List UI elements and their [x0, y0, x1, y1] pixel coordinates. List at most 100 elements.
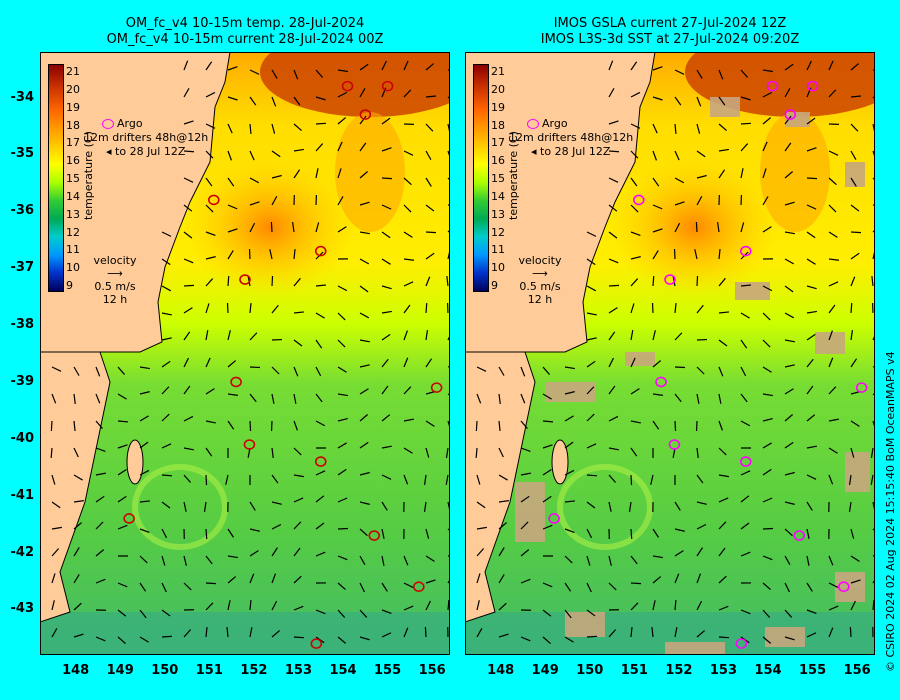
right-map-panel[interactable]	[465, 52, 875, 655]
longitude-tick-label: 151	[195, 663, 223, 678]
current-vector-arrow	[740, 393, 748, 403]
current-vector-arrow	[359, 555, 366, 566]
argo-float-marker[interactable]	[548, 513, 560, 524]
current-vector-arrow	[51, 627, 58, 638]
left-map-panel[interactable]	[40, 52, 450, 655]
current-vector-arrow	[718, 575, 727, 584]
argo-float-marker[interactable]	[655, 376, 667, 388]
current-vector-arrow	[271, 195, 278, 206]
left-title-line2: OM_fc_v4 10-15m current 28-Jul-2024 00Z	[106, 32, 384, 47]
current-vector-arrow	[828, 555, 834, 566]
argo-float-marker[interactable]	[368, 530, 381, 541]
argo-float-marker[interactable]	[239, 274, 251, 285]
argo-float-marker[interactable]	[739, 245, 752, 257]
current-vector-arrow	[381, 414, 391, 422]
current-vector-arrow	[520, 447, 531, 453]
argo-float-marker[interactable]	[430, 382, 443, 393]
argo-float-marker[interactable]	[314, 456, 327, 467]
current-vector-arrow	[359, 636, 370, 641]
argo-float-marker[interactable]	[793, 530, 806, 541]
current-vector-arrow	[183, 120, 194, 125]
argo-float-marker[interactable]	[664, 274, 676, 285]
current-vector-arrow	[337, 442, 347, 449]
current-vector-arrow	[740, 420, 751, 427]
current-vector-arrow	[381, 385, 389, 395]
current-vector-arrow	[520, 420, 528, 430]
argo-float-marker[interactable]	[381, 80, 394, 92]
argo-float-marker[interactable]	[784, 109, 797, 120]
current-vector-arrow	[674, 573, 680, 584]
current-vector-arrow	[608, 204, 618, 212]
current-vector-arrow	[850, 579, 861, 584]
colorbar-tick-label: 15	[491, 172, 505, 185]
longitude-tick-label: 156	[843, 663, 871, 678]
legend-left: Argo 12m drifters 48h@12h ◂ to 28 Jul 12…	[84, 117, 209, 158]
current-vector-arrow	[848, 474, 852, 485]
argo-float-marker[interactable]	[310, 638, 323, 649]
argo-float-marker[interactable]	[230, 376, 242, 388]
argo-float-marker[interactable]	[806, 80, 819, 92]
current-vector-arrow	[652, 250, 659, 260]
colorbar-tick-label: 13	[491, 207, 505, 221]
current-vector-arrow	[315, 96, 326, 101]
current-vector-arrow	[784, 285, 794, 293]
left-title-line1: OM_fc_v4 10-15m temp. 28-Jul-2024	[125, 16, 365, 31]
current-vector-arrow	[73, 447, 79, 458]
current-vector-arrow	[850, 252, 860, 260]
argo-float-marker[interactable]	[359, 109, 372, 120]
current-vector-arrow	[95, 366, 101, 377]
current-vector-arrow	[630, 474, 633, 486]
argo-float-marker[interactable]	[668, 439, 681, 450]
current-vector-arrow	[784, 63, 794, 71]
current-vector-arrow	[784, 364, 795, 368]
current-vector-arrow	[337, 582, 346, 591]
argo-float-marker[interactable]	[633, 194, 645, 206]
current-vector-arrow	[315, 470, 326, 476]
legend-drifters-prefix: 12m	[509, 131, 534, 144]
current-vector-arrow	[161, 635, 173, 638]
current-vector-arrow	[249, 302, 252, 314]
current-vector-arrow	[403, 627, 409, 638]
current-vector-arrow	[586, 609, 596, 617]
current-vector-arrow	[315, 366, 322, 377]
current-vector-arrow	[205, 528, 208, 540]
current-vector-arrow	[674, 177, 685, 184]
current-vector-arrow	[828, 627, 834, 638]
current-vector-arrow	[271, 393, 275, 404]
argo-float-marker[interactable]	[314, 245, 327, 257]
current-vector-arrow	[95, 447, 106, 453]
current-vector-arrow	[139, 415, 149, 422]
argo-float-marker[interactable]	[735, 638, 748, 649]
current-vector-arrow	[205, 231, 216, 237]
current-vector-arrow	[850, 555, 860, 562]
current-vector-arrow	[249, 96, 257, 106]
current-vector-arrow	[249, 123, 252, 135]
current-vector-arrow	[51, 526, 62, 530]
argo-float-marker[interactable]	[838, 581, 850, 593]
argo-float-marker[interactable]	[855, 382, 868, 393]
land-island	[551, 439, 569, 485]
current-vector-arrow	[696, 630, 706, 638]
current-vector-arrow	[381, 87, 387, 98]
current-vector-arrow	[117, 495, 127, 503]
current-vector-arrow	[403, 474, 409, 485]
current-vector-arrow	[850, 95, 862, 98]
warm-current-top	[260, 52, 450, 117]
colorbar-tick-label: 19	[66, 100, 80, 114]
current-vector-arrow	[403, 386, 412, 395]
current-vector-arrow	[95, 636, 106, 642]
argo-float-marker[interactable]	[766, 80, 779, 92]
current-vector-arrow	[586, 360, 596, 368]
current-vector-arrow	[205, 626, 208, 638]
current-vector-arrow	[674, 96, 682, 106]
current-vector-arrow	[520, 393, 526, 404]
current-vector-arrow	[806, 358, 814, 368]
argo-float-marker[interactable]	[739, 456, 752, 467]
current-vector-arrow	[520, 549, 530, 557]
argo-float-marker[interactable]	[341, 80, 354, 92]
longitude-tick-label: 153	[284, 663, 313, 678]
argo-float-marker[interactable]	[413, 581, 425, 593]
argo-float-marker[interactable]	[123, 513, 135, 524]
argo-float-marker[interactable]	[208, 194, 220, 206]
argo-float-marker[interactable]	[243, 439, 256, 450]
